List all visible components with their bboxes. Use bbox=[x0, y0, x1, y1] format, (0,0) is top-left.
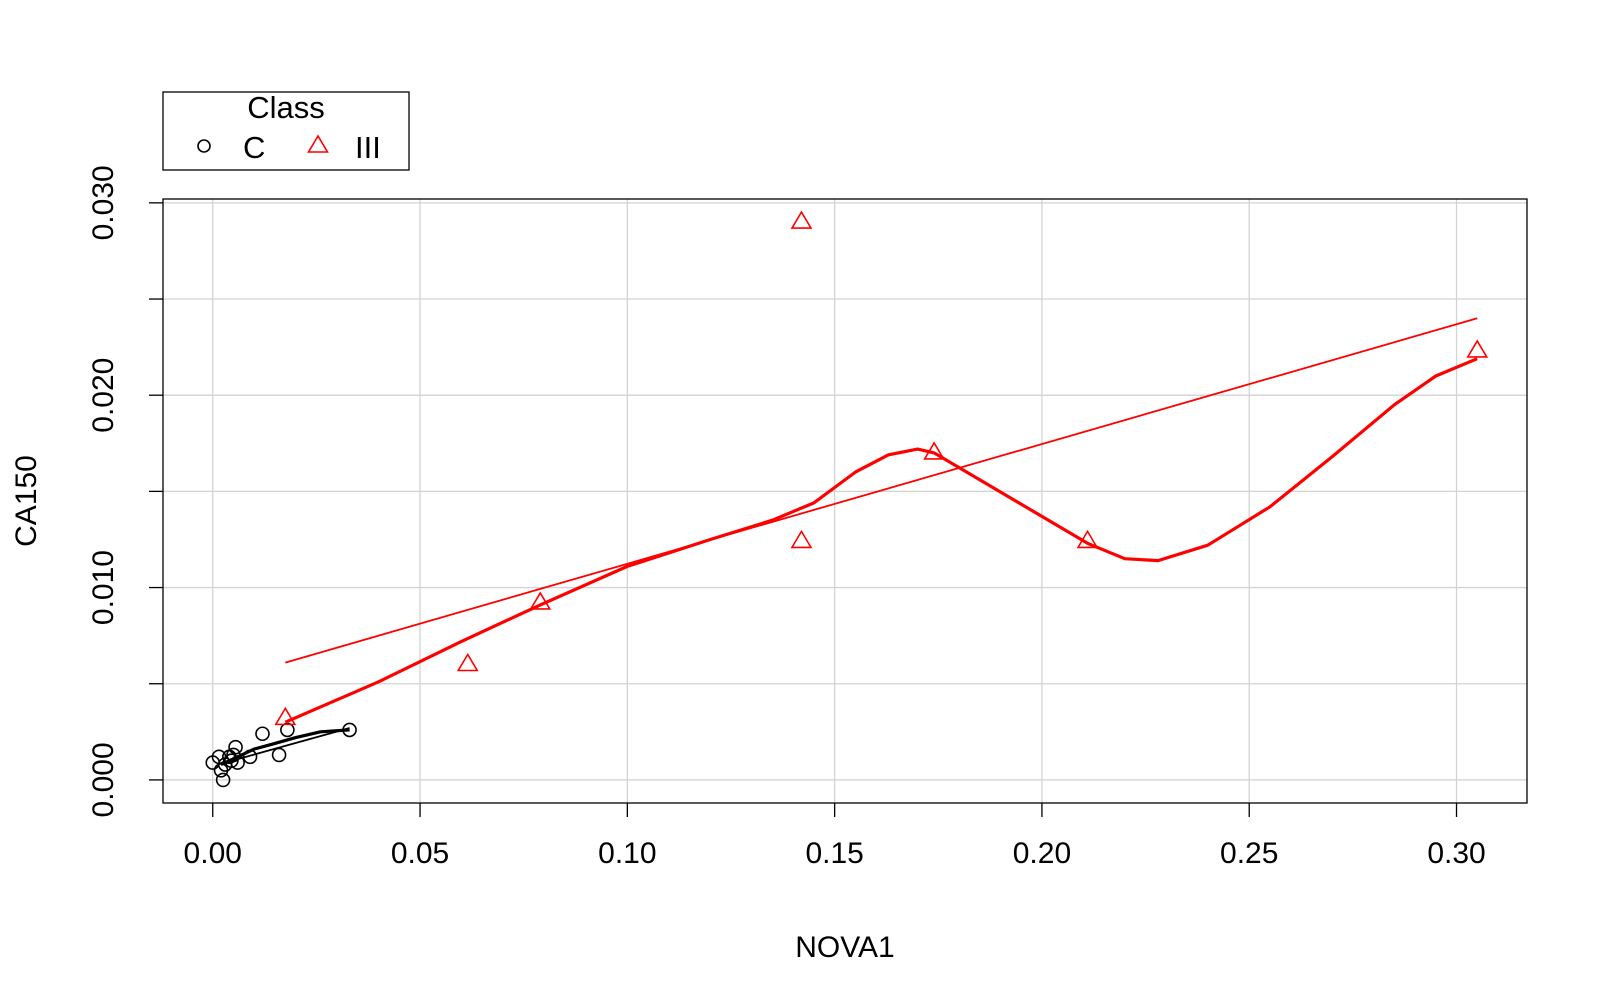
x-tick-label: 0.10 bbox=[598, 837, 656, 870]
x-tick-label: 0.15 bbox=[805, 837, 863, 870]
data-point bbox=[529, 591, 552, 610]
regression-line bbox=[285, 317, 1478, 664]
y-tick-label: 0.000 bbox=[87, 742, 120, 817]
y-axis: 0.000 0.010 0.020 0.030 bbox=[87, 165, 163, 817]
data-point bbox=[1076, 529, 1099, 549]
legend-triangle-marker bbox=[307, 134, 329, 153]
legend-label-c: C bbox=[243, 130, 265, 165]
y-axis-title: CA150 bbox=[10, 455, 43, 547]
data-point bbox=[255, 726, 270, 742]
smooth-curve bbox=[284, 357, 1478, 724]
plot-frame bbox=[162, 198, 1528, 804]
legend-label-iii: III bbox=[355, 130, 381, 165]
data-point bbox=[790, 529, 813, 549]
x-axis: 0.00 0.05 0.10 0.15 0.20 0.25 0.30 bbox=[184, 803, 1486, 870]
y-tick-label: 0.020 bbox=[87, 358, 120, 433]
legend-title: Class bbox=[247, 90, 325, 125]
x-axis-title: NOVA1 bbox=[795, 931, 894, 964]
grid bbox=[163, 199, 1527, 803]
y-tick-label: 0.030 bbox=[87, 165, 120, 240]
data-point bbox=[790, 210, 813, 229]
legend: Class C III bbox=[162, 90, 410, 171]
x-tick-label: 0.00 bbox=[184, 837, 242, 870]
data-point bbox=[230, 755, 245, 770]
x-tick-label: 0.25 bbox=[1220, 837, 1278, 870]
series-iii bbox=[274, 210, 1489, 726]
data-point bbox=[456, 652, 479, 672]
x-tick-label: 0.05 bbox=[391, 837, 449, 870]
series-c bbox=[205, 722, 357, 788]
x-tick-label: 0.20 bbox=[1013, 837, 1071, 870]
data-point bbox=[226, 747, 241, 763]
smooth-curve bbox=[220, 728, 350, 766]
y-tick-label: 0.010 bbox=[87, 550, 120, 625]
data-point bbox=[228, 739, 243, 755]
regression-line bbox=[224, 727, 350, 764]
data-point bbox=[242, 749, 258, 765]
data-point bbox=[342, 722, 357, 738]
data-point bbox=[271, 747, 287, 763]
data-point bbox=[280, 722, 295, 738]
data-point bbox=[215, 772, 231, 788]
legend-frame bbox=[162, 91, 410, 171]
plot-series bbox=[205, 210, 1489, 788]
data-point bbox=[274, 706, 297, 726]
data-point bbox=[923, 441, 946, 460]
data-point bbox=[1466, 339, 1489, 358]
legend-circle-marker bbox=[197, 139, 211, 153]
x-tick-label: 0.30 bbox=[1427, 837, 1485, 870]
